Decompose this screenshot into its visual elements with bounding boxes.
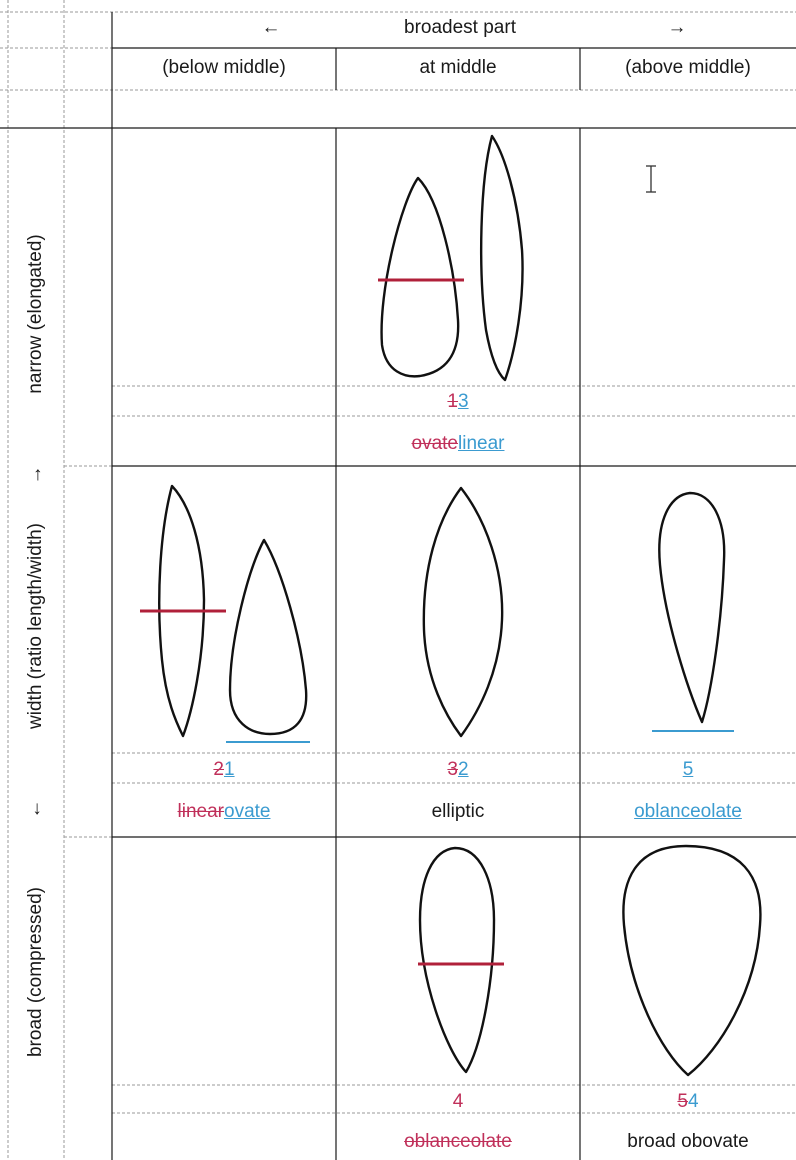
oblanceolate-leaf-drawing	[658, 491, 726, 724]
shape-number: 32	[447, 759, 469, 780]
shape-name: broad obovate	[627, 1131, 749, 1152]
shape-number: 21	[213, 759, 235, 780]
arrow-down-icon: ↓	[32, 798, 42, 819]
oblanceolate-leaf-drawing-2	[418, 846, 496, 1074]
col-header-below: (below middle)	[162, 57, 286, 78]
row-label-narrow: narrow (elongated)	[25, 234, 46, 394]
row-label-broad: broad (compressed)	[25, 886, 46, 1058]
elliptic-leaf-drawing	[422, 486, 504, 738]
row-label-width: width (ratio length/width)	[25, 523, 46, 729]
shape-name: ovatelinear	[411, 433, 505, 454]
col-header-above: (above middle)	[625, 57, 751, 78]
shape-name: oblanceolate	[634, 801, 742, 822]
ovate-leaf-drawing	[380, 176, 460, 378]
col-header-middle: at middle	[419, 57, 497, 78]
shape-number: 13	[447, 391, 469, 412]
shape-name: linearovate	[177, 801, 271, 822]
arrow-left-icon: ←	[261, 17, 281, 38]
shape-number: 54	[677, 1091, 699, 1112]
text-cursor-icon	[646, 165, 656, 193]
broad-obovate-leaf-drawing	[622, 844, 762, 1077]
shape-name: oblanceolate	[404, 1131, 512, 1152]
header-broadest-part: broadest part	[404, 17, 516, 38]
ovate-leaf-drawing-2	[228, 538, 308, 736]
linear-leaf-drawing-2	[158, 484, 206, 738]
arrow-right-icon: →	[667, 17, 687, 38]
shape-number: 4	[452, 1091, 464, 1112]
shape-number: 5	[682, 759, 694, 780]
linear-leaf-drawing	[480, 134, 524, 382]
shape-name: elliptic	[431, 801, 485, 822]
